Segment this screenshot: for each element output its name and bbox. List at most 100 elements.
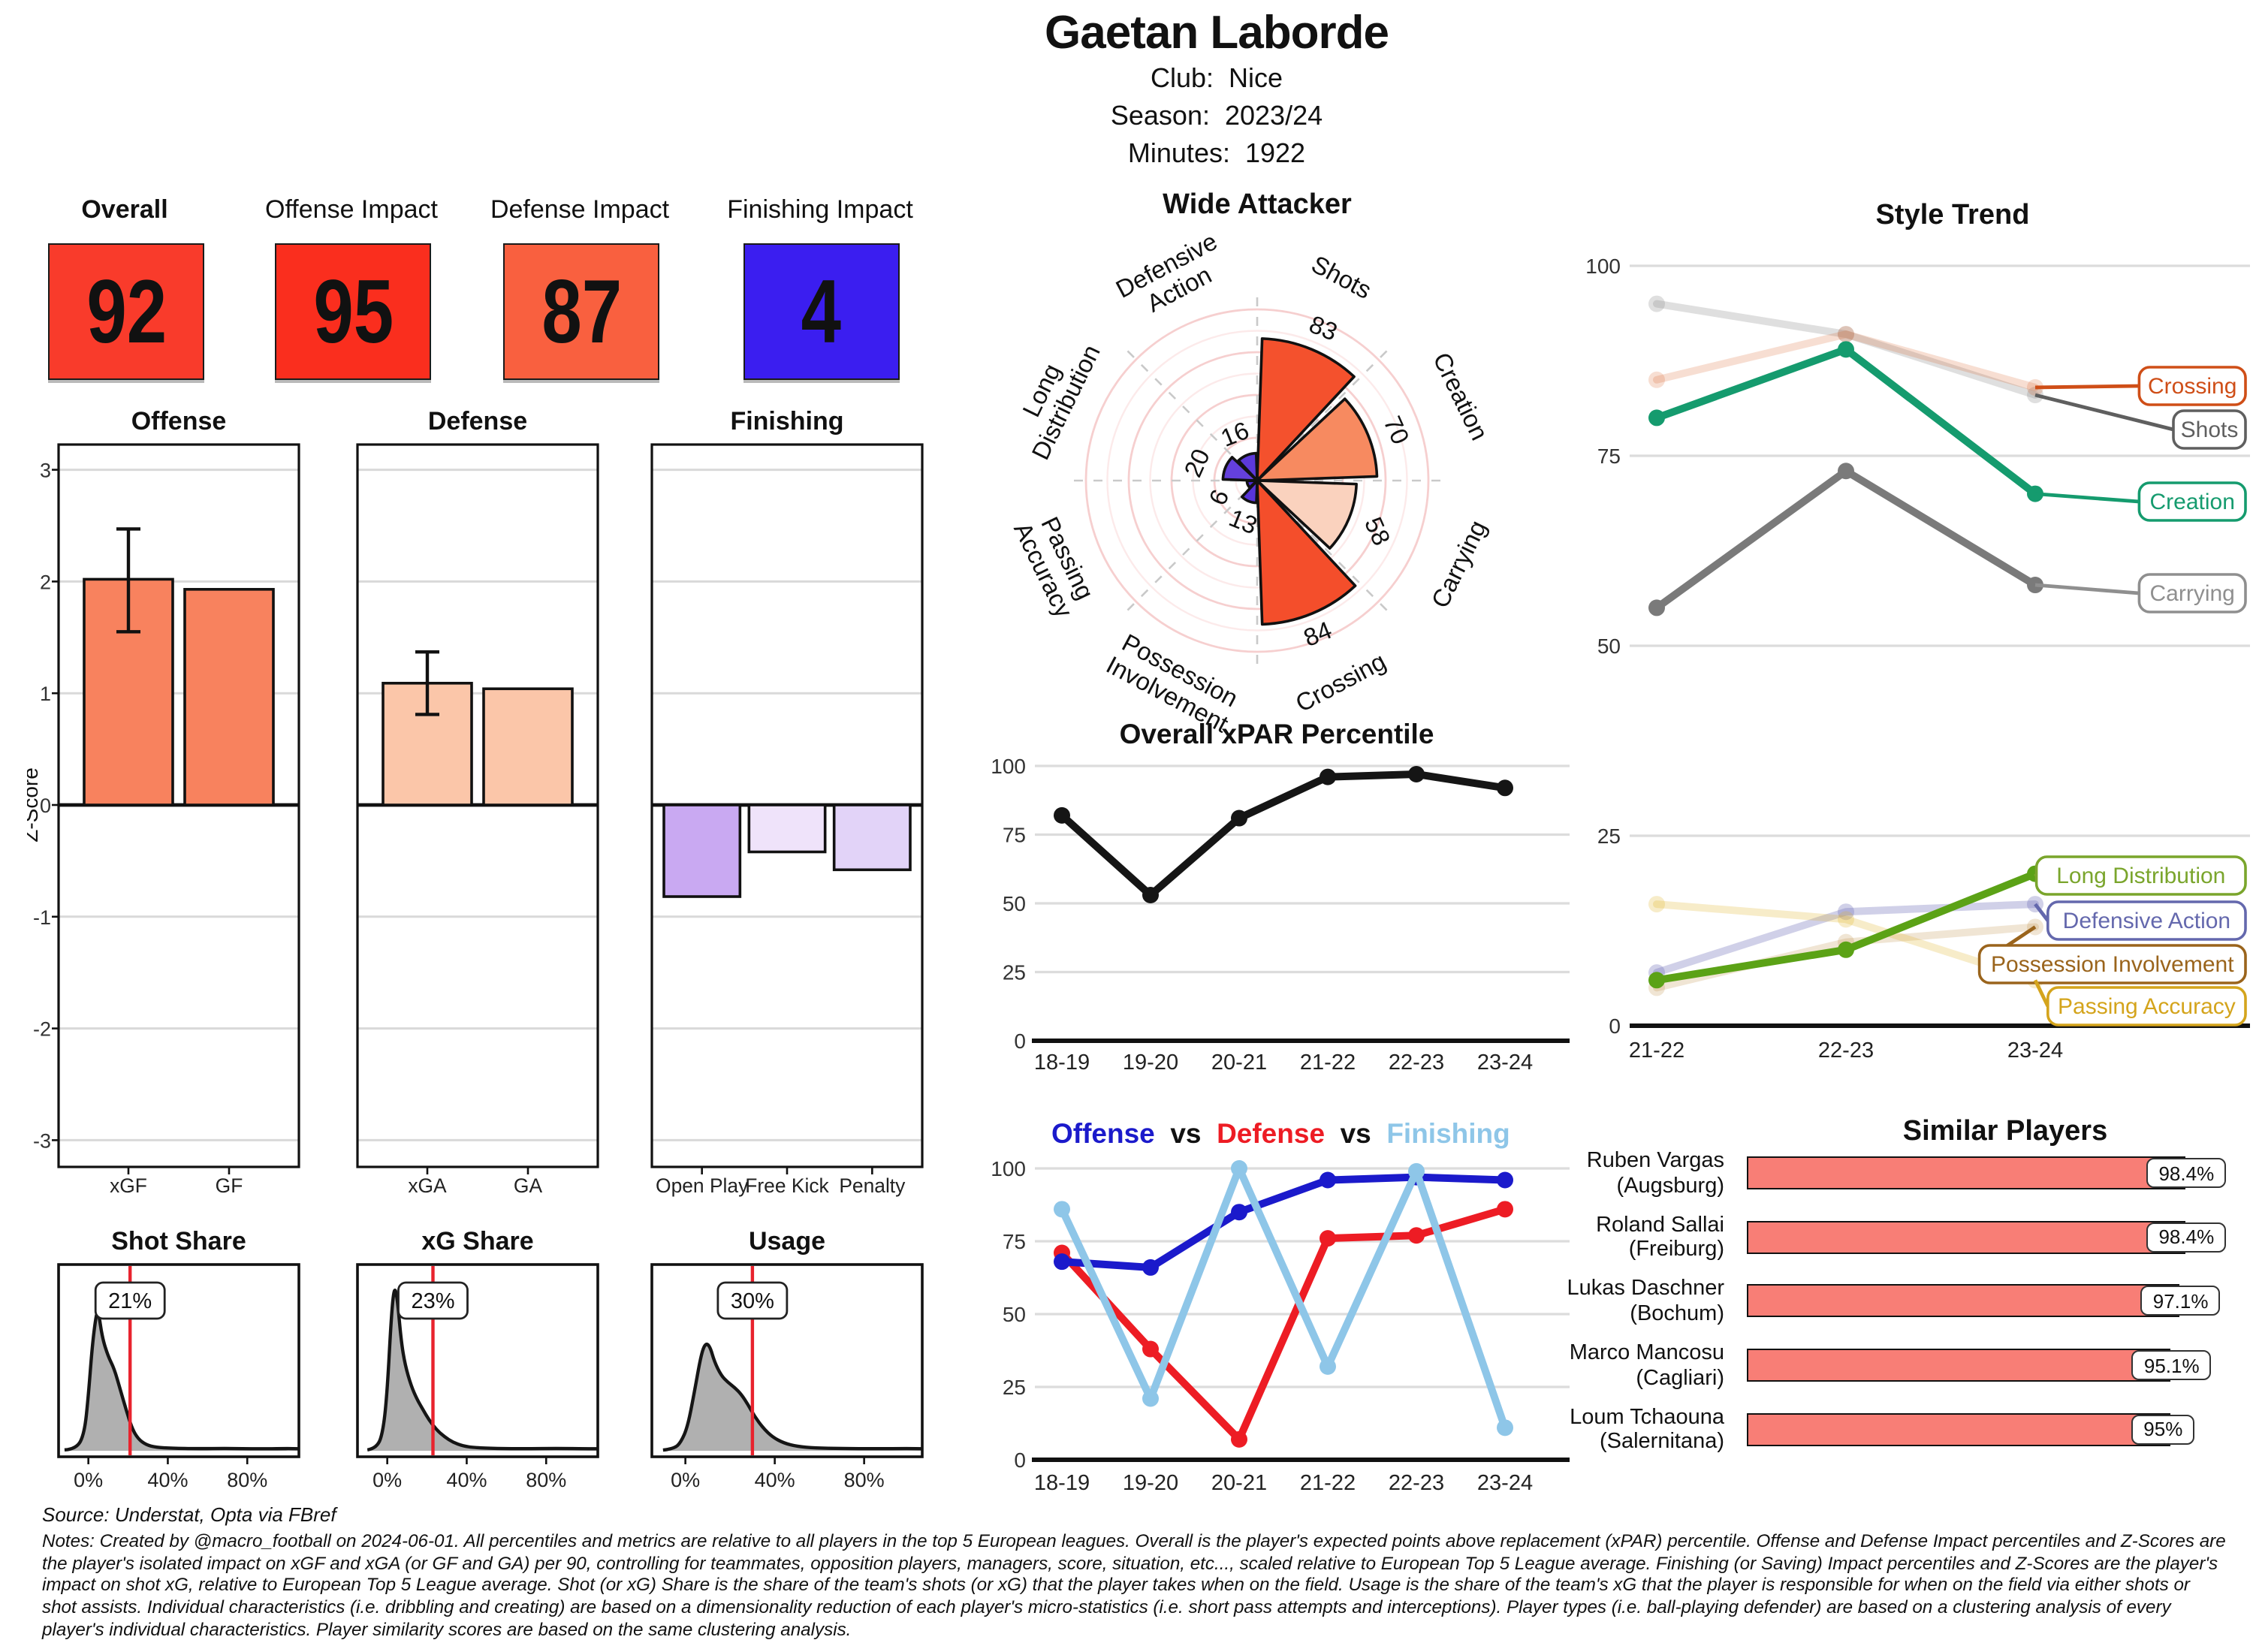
svg-text:-1: -1 [33, 906, 51, 929]
ovd-title: Offense vs Defense vs Finishing [1051, 1117, 1510, 1150]
svg-text:0: 0 [1609, 1014, 1621, 1038]
similar-player-row: Marco Mancosu (Cagliari) 95.1% [0, 1341, 2253, 1409]
similar-player-club-line: (Bochum) [1630, 1302, 1724, 1327]
svg-text:xGF: xGF [110, 1174, 147, 1197]
svg-text:0: 0 [40, 794, 51, 817]
svg-text:100: 100 [991, 755, 1026, 778]
similar-player-score: 95.1% [2131, 1350, 2212, 1381]
svg-text:Finishing: Finishing [730, 407, 843, 436]
similar-player-bar [1747, 1156, 2186, 1189]
svg-text:Open Play: Open Play [656, 1174, 749, 1197]
svg-text:23-24: 23-24 [2007, 1039, 2063, 1063]
svg-text:23-24: 23-24 [1477, 1051, 1533, 1075]
svg-text:Defense: Defense [428, 407, 527, 436]
svg-text:25: 25 [1597, 824, 1621, 848]
source-note: Source: Understat, Opta via FBref [42, 1503, 336, 1526]
svg-text:0%: 0% [372, 1469, 402, 1491]
header: Gaetan Laborde Club: Nice Season: 2023/24… [766, 6, 1667, 168]
similar-player-row: Loum Tchaouna (Salernitana) 95% [0, 1406, 2253, 1473]
svg-text:0%: 0% [671, 1469, 700, 1491]
svg-text:Free Kick: Free Kick [745, 1174, 829, 1197]
impact-card-box: 92 [48, 243, 204, 380]
similar-player-bar [1747, 1284, 2180, 1318]
impact-card-value: 95 [312, 261, 394, 361]
impact-card-label: Offense Impact [265, 195, 438, 224]
similar-player-name-line: Roland Sallai [1596, 1213, 1724, 1237]
svg-text:22-23: 22-23 [1389, 1051, 1444, 1075]
share-density-charts: 21% 0% 40% 80% Shot Share 23% 0% 40% 80% xG Share… [57, 1228, 924, 1491]
svg-text:-3: -3 [33, 1129, 51, 1152]
impact-card-label: Finishing Impact [727, 195, 913, 224]
similar-player-bar [1747, 1349, 2171, 1382]
similar-player-club-line: (Cagliari) [1636, 1366, 1724, 1391]
svg-text:22-23: 22-23 [1389, 1471, 1444, 1495]
similar-player-bar [1747, 1220, 2186, 1254]
similar-player-score: 95% [2131, 1414, 2195, 1445]
svg-text:75: 75 [1597, 445, 1621, 468]
svg-text:21-22: 21-22 [1629, 1039, 1684, 1063]
impact-card-box: 95 [275, 243, 431, 380]
similar-player-name-line: Lukas Daschner [1567, 1277, 1724, 1301]
svg-text:Creation: Creation [2149, 490, 2234, 514]
svg-text:GA: GA [514, 1174, 543, 1197]
svg-text:xG Share: xG Share [421, 1228, 533, 1256]
impact-card-value: 92 [86, 261, 167, 361]
svg-text:50: 50 [1003, 1303, 1026, 1326]
svg-text:6: 6 [1203, 485, 1234, 509]
similar-player-name: Loum Tchaouna (Salernitana) [1484, 1406, 1724, 1456]
impact-card-box: 4 [743, 243, 900, 380]
svg-text:Z-Score: Z-Score [27, 767, 42, 843]
similar-player-row: Roland Sallai (Freiburg) 98.4% [0, 1213, 2253, 1280]
svg-text:0%: 0% [74, 1469, 103, 1491]
similar-player-score: 97.1% [2140, 1286, 2221, 1316]
svg-text:0: 0 [1014, 1029, 1026, 1053]
similar-player-name: Ruben Vargas (Augsburg) [1484, 1149, 1724, 1199]
player-meta-line: Season: 2023/24 [1110, 101, 1323, 131]
svg-text:84: 84 [1300, 616, 1336, 652]
svg-text:Usage: Usage [749, 1228, 825, 1256]
similar-player-score: 98.4% [2146, 1158, 2227, 1188]
notes-text: Notes: Created by @macro_football on 202… [42, 1530, 2226, 1639]
similar-player-name-line: Ruben Vargas [1586, 1149, 1724, 1173]
svg-text:23%: 23% [411, 1289, 454, 1313]
svg-text:Passing Accuracy: Passing Accuracy [2058, 994, 2236, 1019]
svg-text:2: 2 [40, 571, 51, 593]
svg-text:20-21: 20-21 [1211, 1471, 1267, 1495]
svg-text:40%: 40% [755, 1469, 795, 1491]
svg-text:58: 58 [1359, 513, 1396, 550]
similar-player-club-line: (Augsburg) [1616, 1174, 1724, 1198]
svg-text:0: 0 [1014, 1449, 1026, 1472]
svg-text:25: 25 [1003, 961, 1026, 984]
xpar-line-chart: 0 25 50 75 100 18-19 19-20 20-21 21-22 22-23 23-24 [991, 755, 1570, 1075]
svg-text:19-20: 19-20 [1123, 1471, 1178, 1495]
svg-text:20: 20 [1178, 445, 1215, 481]
ovd-title-part: vs [1154, 1117, 1217, 1149]
svg-text:GF: GF [216, 1174, 243, 1197]
svg-text:100: 100 [1585, 255, 1621, 278]
svg-text:Possession Involvement: Possession Involvement [1991, 952, 2234, 977]
svg-text:75: 75 [1003, 1230, 1026, 1253]
impact-card-label: Overall [81, 195, 168, 224]
similar-player-name: Lukas Daschner (Bochum) [1484, 1277, 1724, 1328]
svg-text:40%: 40% [147, 1469, 188, 1491]
player-meta-line: Club: Nice [1150, 63, 1283, 93]
svg-text:25: 25 [1003, 1376, 1026, 1399]
svg-text:50: 50 [1003, 892, 1026, 915]
svg-text:Crossing: Crossing [1291, 647, 1390, 718]
svg-text:Defensive Action: Defensive Action [2063, 909, 2230, 933]
xpar-title: Overall xPAR Percentile [1119, 718, 1434, 749]
similar-player-row: Ruben Vargas (Augsburg) 98.4% [0, 1149, 2253, 1216]
style-trend-title: Style Trend [1875, 200, 2030, 231]
zscore-bar-chart: -3 -2 -1 0 1 2 3 xGF GF Offense xGA GA Defense Open P… [27, 407, 924, 1197]
similar-player-name: Roland Sallai (Freiburg) [1484, 1213, 1724, 1263]
ovd-title-part: Defense [1217, 1117, 1326, 1149]
svg-text:18-19: 18-19 [1034, 1051, 1090, 1075]
svg-text:3: 3 [40, 460, 51, 482]
svg-text:Carrying: Carrying [1425, 516, 1491, 612]
impact-card-value: 4 [801, 261, 842, 361]
svg-text:Long Distribution: Long Distribution [2056, 864, 2225, 888]
svg-text:Penalty: Penalty [839, 1174, 906, 1197]
svg-text:1: 1 [40, 683, 51, 705]
svg-text:Offense: Offense [131, 407, 227, 436]
